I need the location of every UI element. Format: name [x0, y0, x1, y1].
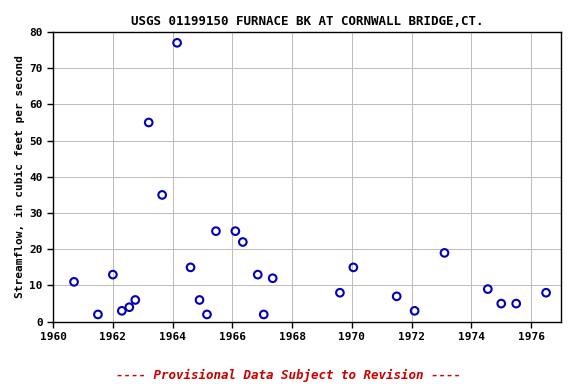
Point — [144, 119, 153, 126]
Title: USGS 01199150 FURNACE BK AT CORNWALL BRIDGE,CT.: USGS 01199150 FURNACE BK AT CORNWALL BRI… — [131, 15, 483, 28]
Point — [238, 239, 248, 245]
Y-axis label: Streamflow, in cubic feet per second: Streamflow, in cubic feet per second — [15, 55, 25, 298]
Point — [131, 297, 140, 303]
Point — [348, 264, 358, 270]
Point — [195, 297, 204, 303]
Point — [211, 228, 221, 234]
Point — [186, 264, 195, 270]
Point — [268, 275, 277, 281]
Point — [511, 301, 521, 307]
Point — [497, 301, 506, 307]
Point — [335, 290, 344, 296]
Point — [231, 228, 240, 234]
Point — [108, 271, 118, 278]
Point — [202, 311, 211, 318]
Text: ---- Provisional Data Subject to Revision ----: ---- Provisional Data Subject to Revisio… — [116, 369, 460, 382]
Point — [440, 250, 449, 256]
Point — [93, 311, 103, 318]
Point — [172, 40, 181, 46]
Point — [253, 271, 263, 278]
Point — [483, 286, 492, 292]
Point — [70, 279, 79, 285]
Point — [259, 311, 268, 318]
Point — [118, 308, 127, 314]
Point — [410, 308, 419, 314]
Point — [392, 293, 401, 300]
Point — [124, 304, 134, 310]
Point — [158, 192, 167, 198]
Point — [541, 290, 551, 296]
